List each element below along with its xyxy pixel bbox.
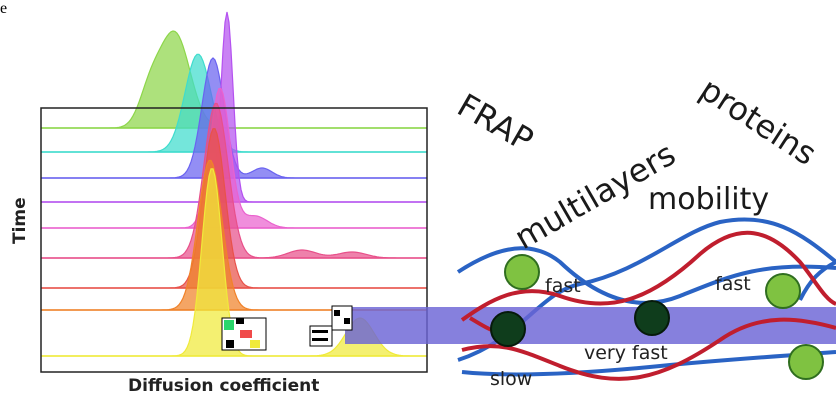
filament-red-1 bbox=[460, 230, 836, 322]
compression-artifacts bbox=[221, 305, 353, 351]
x-axis-label: Diffusion coefficient bbox=[128, 376, 320, 396]
particle-green-3 bbox=[788, 344, 824, 380]
y-axis-label: Time bbox=[10, 197, 30, 244]
filament-red-2 bbox=[461, 317, 836, 381]
keyword-mobility: mobility bbox=[648, 182, 770, 217]
header-fragment: e bbox=[0, 0, 8, 17]
label-fast: fast bbox=[545, 275, 581, 297]
particle-fast-green-2 bbox=[765, 273, 801, 309]
filament-blue-4 bbox=[798, 260, 836, 301]
ridge-plot bbox=[41, 11, 427, 357]
filament-blue-1 bbox=[456, 246, 836, 305]
label-very-fast: very fast bbox=[584, 342, 668, 364]
mobility-scheme bbox=[345, 217, 836, 381]
plot-frame bbox=[40, 107, 428, 373]
multilayer-band bbox=[345, 307, 836, 344]
label-slow: slow bbox=[490, 368, 533, 390]
label-fast-2: fast bbox=[715, 273, 751, 295]
filament-blue-3 bbox=[461, 350, 836, 377]
particle-slow-dark bbox=[490, 311, 526, 347]
particle-fast-green bbox=[504, 254, 540, 290]
particle-very-fast-dark bbox=[634, 300, 670, 336]
